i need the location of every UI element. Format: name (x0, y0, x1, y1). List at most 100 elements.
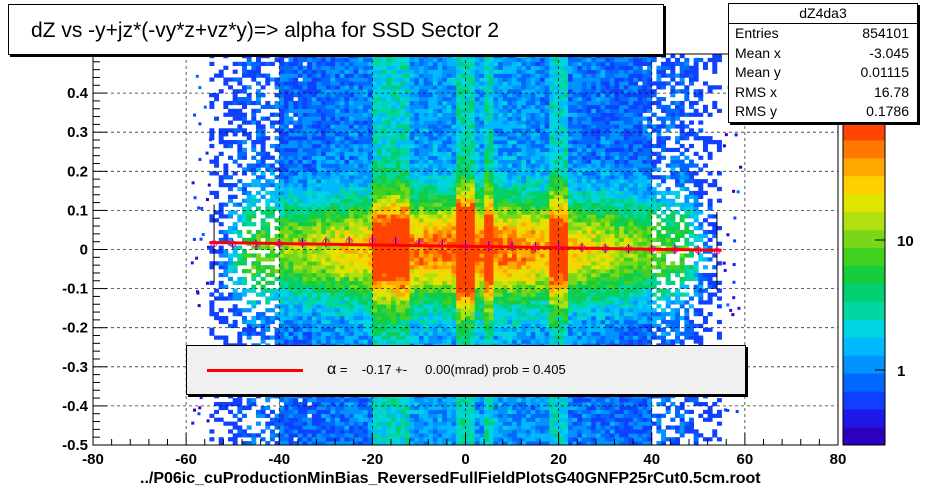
heatmap-cell (269, 155, 275, 160)
heatmap-cell (428, 159, 434, 164)
heatmap-cell (349, 112, 355, 117)
heatmap-cell (367, 417, 373, 422)
heatmap-cell (395, 226, 401, 231)
heatmap-cell (339, 190, 345, 196)
heatmap-cell (349, 433, 355, 438)
heatmap-cell (386, 179, 392, 184)
heatmap-cell (442, 175, 448, 180)
heatmap-cell (279, 288, 285, 293)
heatmap-cell (437, 65, 443, 70)
heatmap-cell (451, 269, 457, 274)
heatmap-cell (335, 179, 341, 184)
heatmap-cell (363, 257, 369, 262)
heatmap-cell (377, 85, 382, 90)
heatmap-cell (432, 401, 438, 407)
heatmap-cell (330, 331, 336, 336)
heatmap-cell (381, 315, 387, 321)
heatmap-cell (344, 186, 350, 192)
heatmap-cell (395, 394, 401, 399)
heatmap-cell (460, 198, 466, 203)
heatmap-cell (288, 296, 294, 301)
heatmap-cell (409, 296, 415, 301)
heatmap-cell (377, 280, 382, 285)
heatmap-cell (251, 304, 257, 309)
heatmap-cell (423, 269, 429, 274)
heatmap-cell (283, 417, 289, 422)
heatmap-cell (335, 100, 341, 106)
heatmap-cell (460, 57, 466, 63)
heatmap-cell (451, 323, 457, 328)
heatmap-cell (297, 296, 303, 301)
heatmap-cell (218, 140, 224, 145)
heatmap-cell (330, 425, 336, 430)
heatmap-cell (353, 175, 359, 180)
heatmap-cell (456, 89, 462, 94)
heatmap-cell (428, 54, 434, 59)
heatmap-cell (409, 57, 415, 63)
heatmap-cell (353, 331, 359, 336)
heatmap-cell (470, 292, 476, 297)
heatmap-cell (423, 394, 429, 399)
heatmap-cell (316, 124, 322, 129)
heatmap-cell (344, 54, 350, 59)
heatmap-cell (283, 190, 289, 196)
heatmap-cell (293, 249, 299, 254)
heatmap-cell (446, 292, 452, 297)
heatmap-cell (432, 284, 438, 289)
heatmap-cell (353, 226, 359, 231)
heatmap-cell (209, 128, 215, 133)
heatmap-cell (381, 159, 387, 164)
heatmap-cell (330, 429, 336, 434)
heatmap-cell (418, 194, 424, 199)
heatmap-cell (400, 159, 406, 164)
heatmap-cell (456, 229, 462, 235)
heatmap-cell (302, 175, 308, 180)
heatmap-cell (400, 108, 406, 113)
heatmap-cell (260, 159, 266, 164)
heatmap-cell (442, 147, 448, 153)
heatmap-cell (465, 229, 471, 235)
heatmap-cell (353, 249, 359, 254)
heatmap-cell (409, 186, 415, 192)
heatmap-cell (353, 77, 359, 82)
heatmap-cell (460, 77, 466, 82)
heatmap-cell (344, 183, 350, 188)
heatmap-cell (386, 257, 392, 262)
heatmap-cell (423, 218, 429, 223)
heatmap-cell (293, 54, 299, 59)
heatmap-cell (274, 296, 280, 301)
heatmap-cell (237, 116, 243, 121)
heatmap-cell (311, 296, 317, 301)
heatmap-cell (237, 155, 243, 160)
heatmap-cell (446, 405, 452, 411)
heatmap-cell (269, 124, 275, 129)
heatmap-cell (302, 210, 308, 215)
heatmap-cell (404, 186, 410, 192)
heatmap-cell (311, 265, 317, 270)
heatmap-cell (474, 183, 480, 188)
heatmap-cell (470, 81, 476, 86)
heatmap-cell (372, 327, 378, 332)
heatmap-cell (335, 124, 341, 129)
heatmap-cell (255, 89, 261, 94)
heatmap-cell (325, 179, 331, 184)
heatmap-cell (381, 237, 387, 242)
heatmap-cell (404, 202, 410, 207)
heatmap-cell (423, 292, 429, 297)
heatmap-cell (297, 143, 303, 149)
heatmap-cell (358, 171, 364, 176)
heatmap-cell (228, 226, 233, 231)
heatmap-cell (432, 81, 438, 86)
heatmap-cell (474, 441, 480, 445)
heatmap-cell (465, 190, 471, 196)
heatmap-cell (297, 81, 303, 86)
heatmap-cell (316, 265, 322, 270)
heatmap-cell (297, 237, 303, 242)
heatmap-cell (456, 120, 462, 125)
heatmap-cell (283, 167, 289, 172)
heatmap-cell (344, 327, 350, 332)
heatmap-cell (465, 112, 471, 117)
heatmap-cell (349, 245, 355, 250)
heatmap-cell (363, 226, 369, 231)
heatmap-cell (465, 120, 471, 125)
